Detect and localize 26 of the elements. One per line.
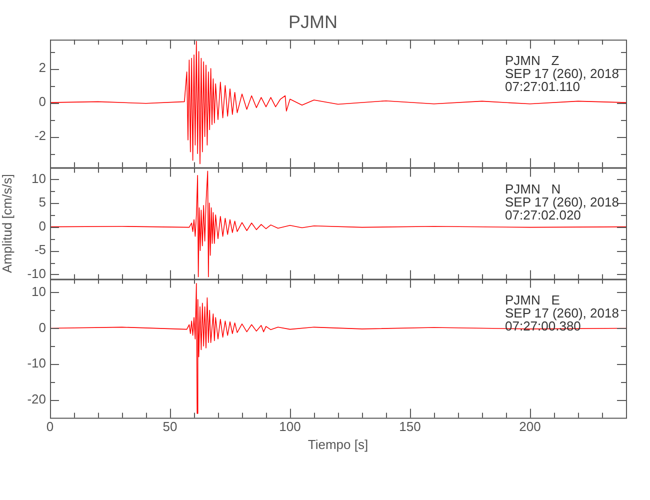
- y-tick-label: 0: [38, 94, 46, 110]
- annotation: PJMN E: [505, 292, 560, 308]
- y-tick-label: 10: [32, 170, 46, 186]
- y-tick-label: -2: [34, 128, 46, 144]
- x-tick-label: 150: [399, 419, 421, 434]
- y-tick-label: 0: [38, 218, 46, 234]
- y-tick-label: 10: [32, 284, 46, 300]
- annotation: SEP 17 (260), 2018: [505, 66, 619, 82]
- chart-title: PJMN: [288, 12, 338, 32]
- y-tick-label: 2: [38, 60, 46, 76]
- y-tick-label: -20: [27, 392, 46, 407]
- y-tick-label: -10: [27, 356, 46, 371]
- annotation: SEP 17 (260), 2018: [505, 306, 619, 321]
- y-tick-label: -10: [27, 266, 46, 281]
- annotation: 07:27:01.110: [505, 80, 580, 95]
- annotation: SEP 17 (260), 2018: [505, 194, 619, 210]
- annotation: PJMN N: [505, 181, 561, 196]
- x-axis-title: Tiempo [s]: [308, 436, 368, 452]
- annotation: PJMN Z: [505, 54, 560, 69]
- x-tick-label: 100: [279, 419, 301, 434]
- y-tick-label: 0: [38, 320, 46, 336]
- x-tick-label: 200: [519, 419, 541, 434]
- y-axis-title: Amplitud [cm/s/s]: [0, 174, 14, 273]
- y-tick-label: 5: [38, 194, 46, 210]
- x-tick-label: 50: [162, 419, 178, 434]
- y-tick-label: -5: [34, 242, 46, 258]
